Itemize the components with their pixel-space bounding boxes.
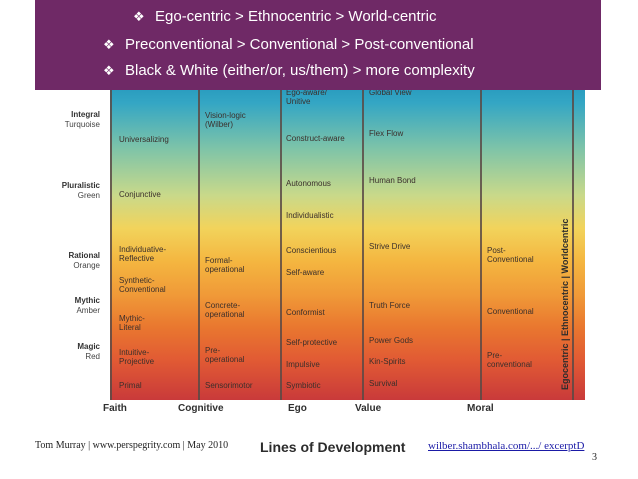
ego-individualistic: Individualistic [286, 211, 334, 220]
moral-post-conventional: Post- Conventional [487, 246, 534, 264]
banner-bullet-1: ❖ Ego-centric > Ethnocentric > World-cent… [133, 8, 437, 25]
lines-of-development-title: Lines of Development [260, 439, 406, 455]
value-flex-flow: Flex Flow [369, 129, 404, 138]
value-strive-drive: Strive Drive [369, 242, 411, 251]
level-rational-color: Orange [73, 261, 100, 270]
value-global-view: Global View [369, 88, 412, 97]
level-pluralistic-title: Pluralistic [61, 181, 100, 190]
column-divider [110, 70, 112, 400]
ego-self-protective: Self-protective [286, 338, 338, 347]
ego-symbiotic: Symbiotic [286, 381, 321, 390]
value-survival: Survival [369, 379, 398, 388]
faith-mythic-literal: Mythic- Literal [119, 314, 145, 332]
value-truth-force: Truth Force [369, 301, 411, 310]
cognitive-pre: Pre- operational [205, 346, 245, 364]
level-integral-title: Integral [71, 110, 100, 119]
faith-intuitive: Intuitive- Projective [119, 348, 155, 366]
column-header-moral: Moral [467, 403, 494, 414]
banner-bullet-text: Black & White (either/or, us/them) > mor… [125, 62, 475, 79]
ego-conformist: Conformist [286, 308, 325, 317]
cognitive-formal: Formal- operational [205, 256, 245, 274]
value-power-gods: Power Gods [369, 336, 414, 345]
ego-autonomous: Autonomous [286, 179, 331, 188]
column-divider [280, 70, 282, 400]
value-kin-spirits: Kin-Spirits [369, 357, 406, 366]
value-human-bond: Human Bond [369, 176, 416, 185]
faith-individuative: Individuative- Reflective [119, 245, 167, 263]
summary-banner: ❖ Ego-centric > Ethnocentric > World-cent… [35, 0, 601, 90]
faith-primal: Primal [119, 381, 142, 390]
ego-ego-aware: Ego-aware/ Unitive [286, 88, 327, 106]
level-magic-color: Red [85, 352, 100, 361]
column-header-value: Value [355, 403, 382, 414]
column-header-ego: Ego [288, 403, 307, 414]
faith-conjunctive: Conjunctive [119, 190, 161, 199]
level-magic-title: Magic [77, 342, 100, 351]
centric-side-label: Egocentric | Ethnocentric | Worldcentric [560, 218, 570, 390]
source-link[interactable]: wilber.shambhala.com/.../ excerptD [428, 440, 585, 452]
cognitive-vision-logic: Vision-logic (Wilber) [205, 111, 246, 129]
column-divider [198, 70, 200, 400]
page-number: 3 [592, 452, 597, 463]
level-pluralistic-color: Green [77, 191, 100, 200]
moral-conventional: Conventional [487, 307, 534, 316]
column-divider [362, 70, 364, 400]
diamond-bullet-icon: ❖ [103, 63, 115, 78]
moral-pre-conventional: Pre- conventional [487, 351, 532, 369]
level-mythic-color: Amber [76, 306, 100, 315]
diamond-bullet-icon: ❖ [103, 37, 115, 52]
banner-bullet-2: ❖ Preconventional > Conventional > Post-c… [103, 36, 474, 53]
column-divider [572, 70, 574, 400]
development-chart: Universalizing Conjunctive Individuative… [110, 70, 585, 400]
column-header-cognitive: Cognitive [178, 403, 224, 414]
column-header-faith: Faith [103, 403, 127, 414]
ego-construct-aware: Construct-aware [286, 134, 345, 143]
column-divider [480, 70, 482, 400]
level-mythic-title: Mythic [74, 296, 100, 305]
cognitive-concrete: Concrete- operational [205, 301, 245, 319]
faith-synthetic: Synthetic- Conventional [119, 276, 166, 294]
faith-universalizing: Universalizing [119, 135, 169, 144]
level-rational-title: Rational [68, 251, 100, 260]
banner-bullet-3: ❖ Black & White (either/or, us/them) > mo… [103, 62, 475, 79]
ego-conscientious: Conscientious [286, 246, 337, 255]
level-integral-color: Turquoise [64, 120, 100, 129]
diamond-bullet-icon: ❖ [133, 9, 145, 24]
footer-credit: Tom Murray | www.perspegrity.com | May 2… [35, 440, 229, 451]
ego-impulsive: Impulsive [286, 360, 320, 369]
banner-bullet-text: Preconventional > Conventional > Post-co… [125, 36, 474, 53]
cognitive-sensorimotor: Sensorimotor [205, 381, 253, 390]
ego-self-aware: Self-aware [286, 268, 325, 277]
banner-bullet-text: Ego-centric > Ethnocentric > World-centr… [155, 8, 437, 25]
